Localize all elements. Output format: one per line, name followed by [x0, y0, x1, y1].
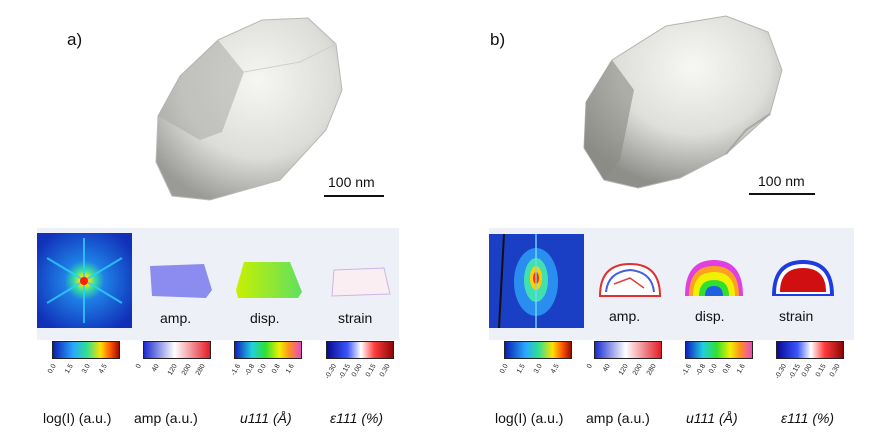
tick-label: 280 [194, 363, 207, 377]
ticks-displacement: -1.6 -0.8 0.0 0.8 1.6 [228, 363, 308, 403]
colorbar-label-amplitude: amp (a.u.) [586, 410, 650, 426]
tick-label: 0.15 [364, 363, 378, 379]
tick-label: 4.5 [97, 363, 109, 375]
tick-label: 200 [631, 363, 644, 377]
tick-label: 40 [150, 363, 161, 374]
tick-label: 120 [166, 363, 179, 377]
tick-label: 120 [617, 363, 630, 377]
ticks-amplitude: 0 40 120 200 280 [585, 363, 668, 403]
scale-label: 100 nm [758, 173, 805, 189]
panel-letter: a) [67, 30, 83, 49]
crystal-render-a [155, 17, 343, 201]
thumb-label-strain: strain [779, 308, 814, 324]
tick-label: 3.0 [532, 363, 544, 375]
tick-label: 0.00 [350, 363, 364, 379]
tick-label: 0 [134, 363, 143, 370]
diffraction-pattern-b [489, 234, 584, 328]
diffraction-pattern-a [37, 233, 132, 328]
ticks-intensity: 0.0 1.5 3.0 4.5 [498, 363, 578, 403]
strain-map-b [772, 260, 834, 296]
tick-label: 0.30 [828, 363, 842, 379]
tick-label: 0.0 [256, 363, 268, 375]
tick-label: -0.15 [337, 363, 353, 381]
tick-label: 0.8 [721, 363, 733, 375]
colorbar-label-strain: ε111 (%) [781, 410, 835, 426]
tick-label: 0.15 [814, 363, 828, 379]
colorbar-label-intensity: log(I) (a.u.) [43, 410, 112, 426]
tick-label: -0.30 [773, 363, 789, 381]
tick-label: 0 [585, 363, 594, 370]
colorbar-displacement [685, 341, 753, 359]
tick-label: 1.6 [284, 363, 296, 375]
tick-label: 1.6 [735, 363, 747, 375]
thumb-label-amp: amp. [609, 308, 641, 324]
tick-label: -0.8 [695, 363, 708, 377]
amplitude-map-b [598, 262, 662, 297]
tick-label: 1.5 [515, 363, 527, 375]
strain-map-a [331, 267, 391, 297]
thumb-label-amp: amp. [160, 310, 192, 326]
tick-label: -0.8 [244, 363, 257, 377]
tick-label: -0.15 [787, 363, 803, 381]
thumb-label-strain: strain [338, 310, 373, 326]
tick-label: 4.5 [549, 363, 561, 375]
ticks-intensity: 0.0 1.5 3.0 4.5 [46, 363, 126, 403]
tick-label: 1.5 [63, 363, 75, 375]
tick-label: 0.00 [800, 363, 814, 379]
colorbar-amplitude [594, 341, 662, 359]
colorbar-label-displacement: u111 (Å) [240, 410, 292, 426]
tick-label: 0.0 [498, 363, 510, 375]
colorbar-intensity [52, 341, 120, 359]
thumb-label-disp: disp. [250, 310, 280, 326]
tick-label: 3.0 [80, 363, 92, 375]
colorbar-displacement [234, 341, 302, 359]
tick-label: 40 [601, 363, 612, 374]
colorbar-label-strain: ε111 (%) [330, 410, 384, 426]
panel-b: b) 100 nm amp. disp. strain [436, 0, 871, 440]
thumb-label-disp: disp. [695, 308, 725, 324]
tick-label: -0.30 [323, 363, 339, 381]
colorbar-label-intensity: log(I) (a.u.) [495, 410, 564, 426]
colorbar-amplitude [143, 341, 211, 359]
panel-a: a) 100 nm amp. disp. strain 0.0 1.5 3.0 [0, 0, 435, 440]
scale-bar [749, 193, 815, 195]
tick-label: 0.0 [707, 363, 719, 375]
crystal-render-b [583, 15, 783, 189]
ticks-amplitude: 0 40 120 200 280 [134, 363, 217, 403]
colorbar-label-displacement: u111 (Å) [686, 410, 738, 426]
tick-label: 280 [645, 363, 658, 377]
ticks-displacement: -1.6 -0.8 0.0 0.8 1.6 [679, 363, 759, 403]
displacement-map-b [685, 260, 743, 296]
displacement-map-a [236, 262, 302, 298]
colorbar-intensity [504, 341, 572, 359]
amplitude-map-a [150, 264, 212, 298]
panel-letter: b) [490, 30, 506, 49]
tick-label: -1.6 [230, 363, 243, 377]
scale-bar [324, 195, 384, 197]
tick-label: -1.6 [681, 363, 694, 377]
tick-label: 200 [180, 363, 193, 377]
scale-label: 100 nm [328, 174, 375, 190]
tick-label: 0.8 [270, 363, 282, 375]
colorbar-strain [326, 341, 394, 359]
colorbar-strain [776, 341, 844, 359]
colorbar-label-amplitude: amp (a.u.) [134, 410, 198, 426]
tick-label: 0.30 [378, 363, 392, 379]
tick-label: 0.0 [46, 363, 58, 375]
ticks-strain: -0.30 -0.15 0.00 0.15 0.30 [770, 363, 850, 403]
ticks-strain: -0.30 -0.15 0.00 0.15 0.30 [320, 363, 400, 403]
